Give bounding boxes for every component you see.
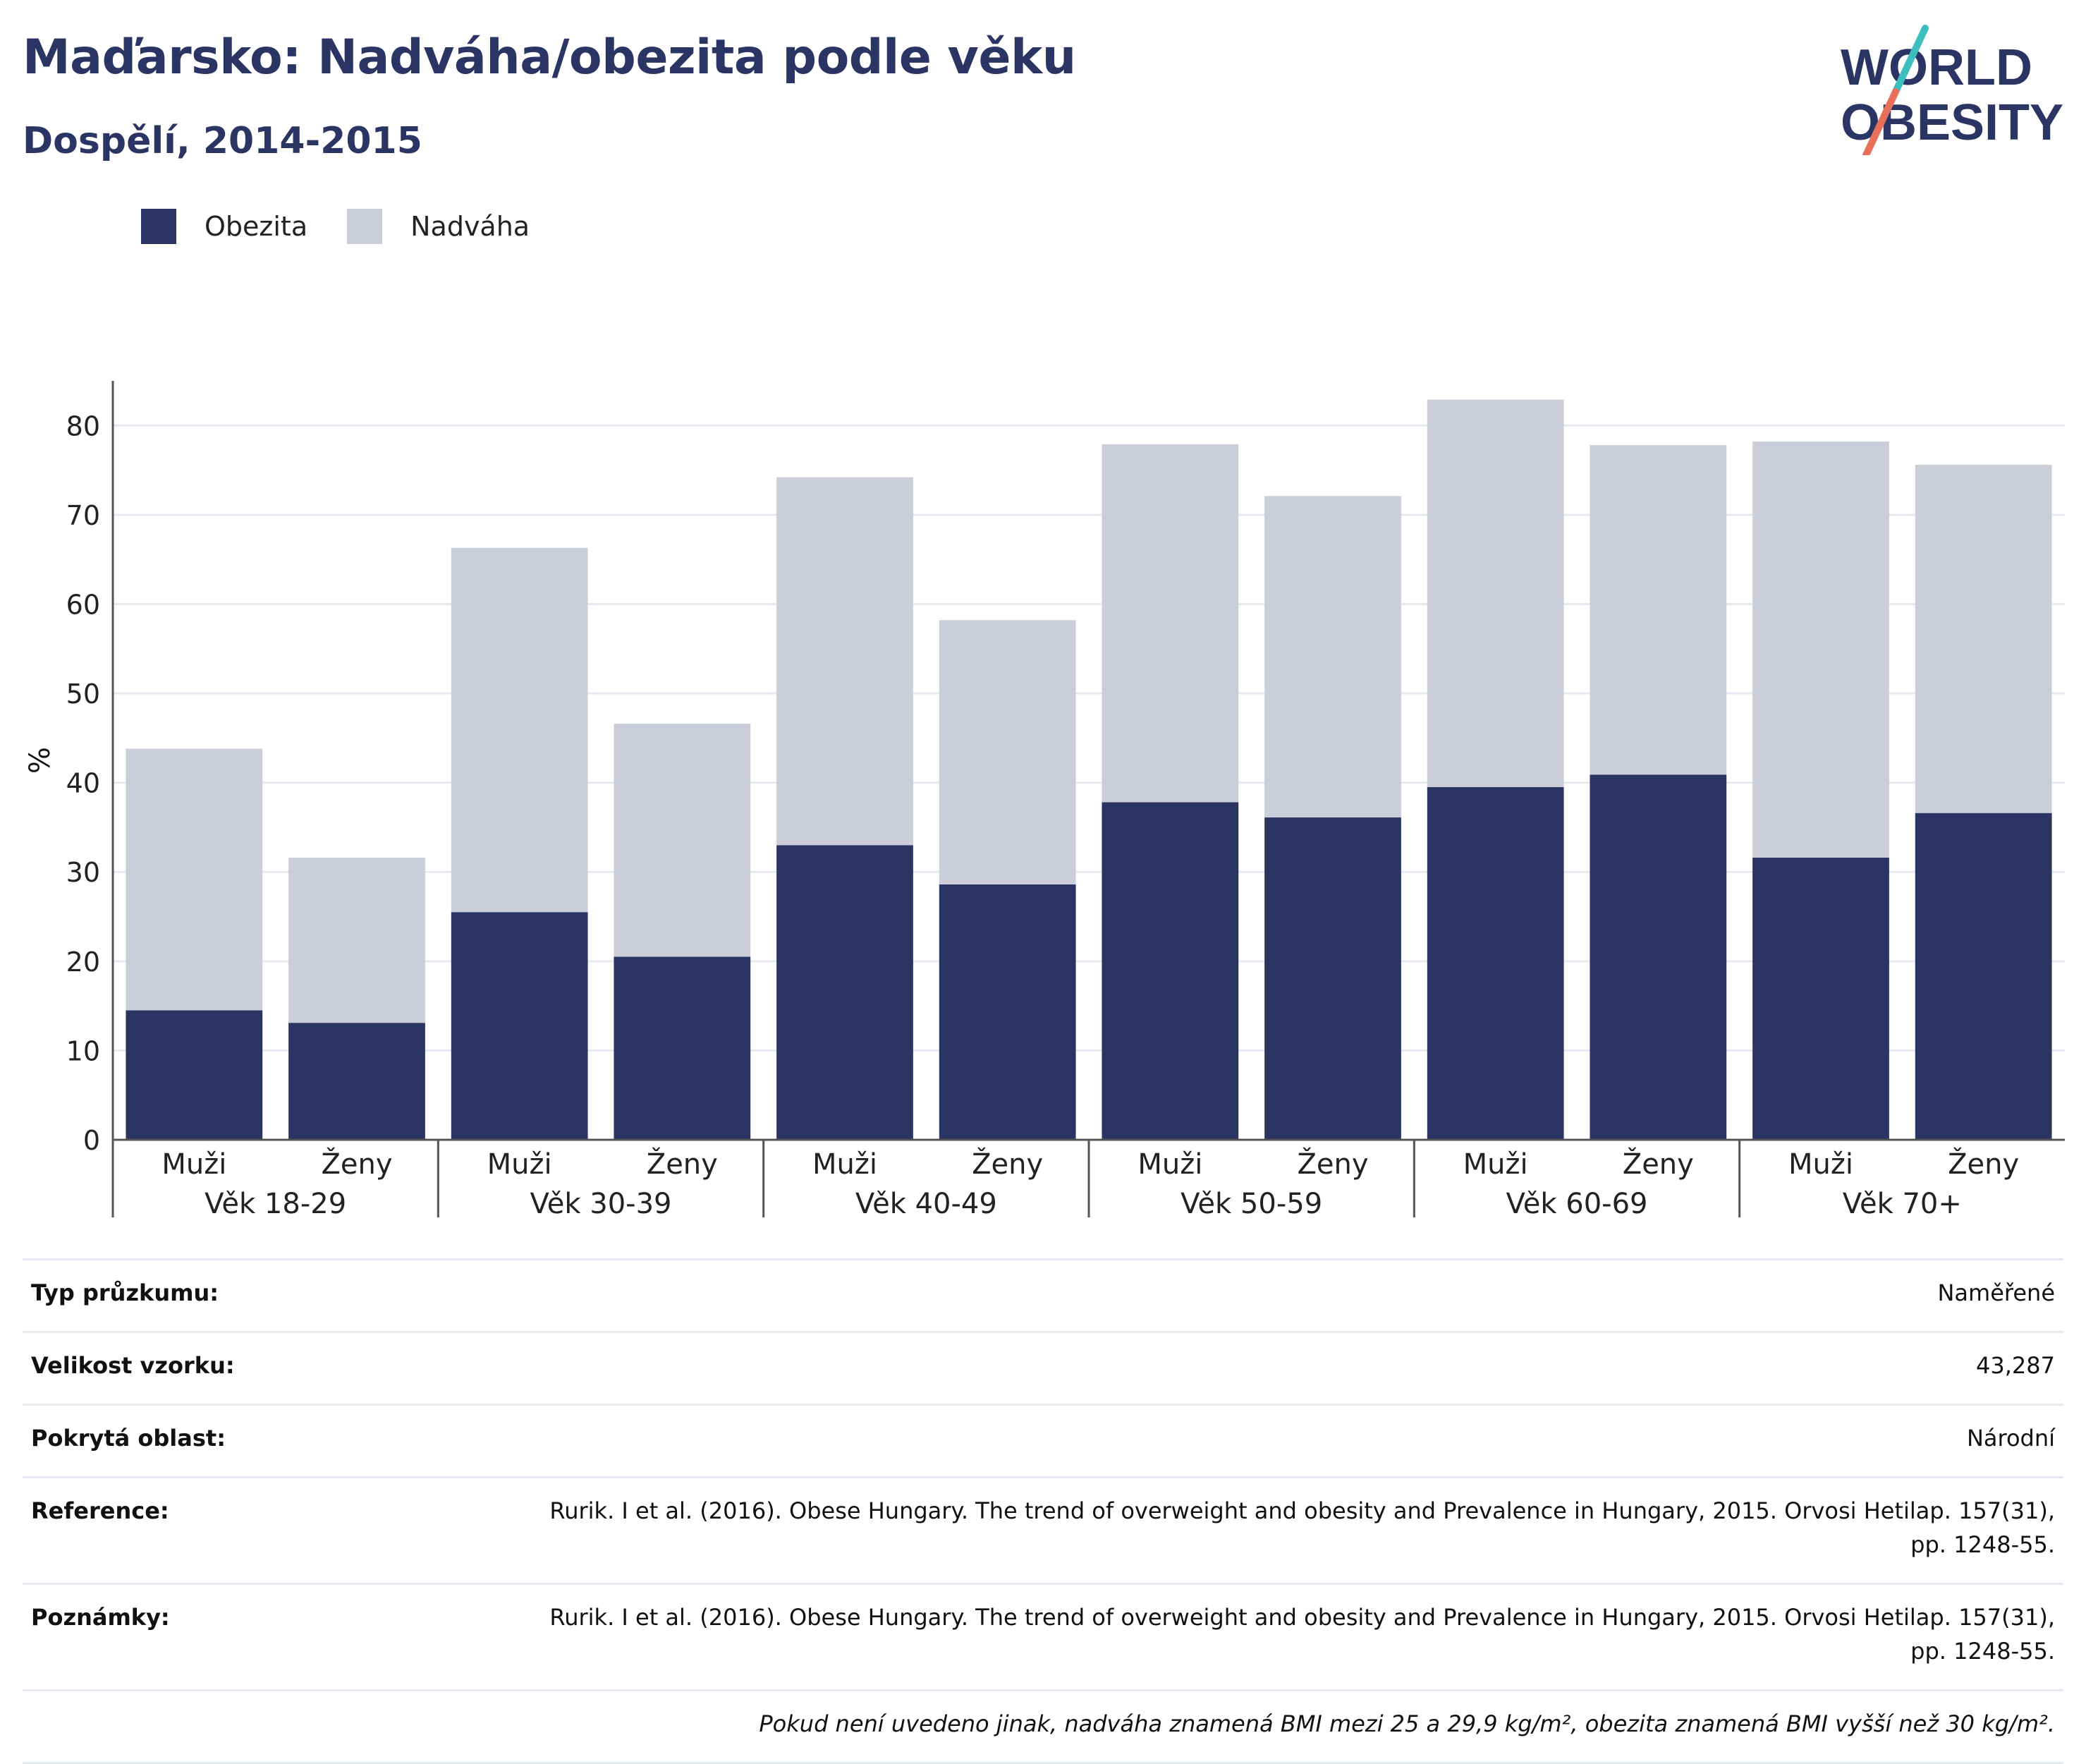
x-group-label: Věk 40-49	[855, 1188, 997, 1220]
x-subcategory-label: Muži	[161, 1148, 226, 1181]
y-tick-label: 20	[66, 947, 100, 978]
bar-nadvha	[1752, 442, 1889, 858]
info-value: Naměřené	[505, 1258, 2063, 1332]
bar-obezita	[939, 884, 1076, 1140]
bar-nadvha	[776, 477, 913, 846]
info-row-sample-size: Velikost vzorku: 43,287	[23, 1331, 2063, 1405]
y-tick-label: 70	[66, 500, 100, 531]
info-label: Pokrytá oblast:	[23, 1404, 505, 1478]
bar-nadvha	[614, 724, 751, 957]
info-row-notes: Poznámky: Rurik. I et al. (2016). Obese …	[23, 1583, 2063, 1691]
x-subcategory-label: Ženy	[647, 1147, 718, 1181]
legend-swatch-obezita	[141, 209, 176, 244]
info-value: Národní	[505, 1404, 2063, 1478]
x-subcategory-label: Muži	[1463, 1148, 1528, 1181]
y-tick-label: 60	[66, 589, 100, 620]
bar-obezita	[1102, 802, 1239, 1140]
chart-subtitle: Dospělí, 2014-2015	[23, 120, 422, 162]
bar-nadvha	[1427, 399, 1564, 787]
bmi-footnote: Pokud není uvedeno jinak, nadváha znamen…	[23, 1689, 2063, 1764]
bar-nadvha	[939, 620, 1076, 884]
bar-obezita	[1427, 786, 1564, 1140]
bar-nadvha	[126, 748, 263, 1011]
bar-obezita	[614, 956, 751, 1140]
info-row-survey-type: Typ průzkumu: Naměřené	[23, 1258, 2063, 1332]
info-value: Rurik. I et al. (2016). Obese Hungary. T…	[505, 1583, 2063, 1691]
legend-label-obezita: Obezita	[205, 211, 308, 242]
info-row-reference: Reference: Rurik. I et al. (2016). Obese…	[23, 1476, 2063, 1584]
bar-nadvha	[1264, 496, 1401, 818]
legend-item-nadvaha: Nadváha	[347, 209, 530, 244]
world-obesity-logo: WORLD OBESITY	[1841, 25, 2063, 155]
bar-obezita	[1752, 857, 1889, 1140]
y-axis-label: %	[24, 747, 56, 774]
y-tick-label: 30	[66, 857, 100, 888]
bar-nadvha	[1915, 464, 2052, 813]
info-label: Velikost vzorku:	[23, 1331, 505, 1405]
chart-title: Maďarsko: Nadváha/obezita podle věku	[23, 30, 1076, 85]
bar-nadvha	[288, 857, 425, 1023]
x-subcategory-label: Muži	[487, 1148, 552, 1181]
bar-obezita	[1590, 774, 1727, 1140]
x-group-label: Věk 30-39	[530, 1188, 672, 1220]
info-label: Typ průzkumu:	[23, 1258, 505, 1332]
x-group-label: Věk 50-59	[1181, 1188, 1322, 1220]
info-label: Poznámky:	[23, 1583, 505, 1691]
y-tick-label: 0	[83, 1125, 100, 1156]
bar-nadvha	[1590, 445, 1727, 775]
bar-nadvha	[1102, 444, 1239, 803]
bar-obezita	[776, 845, 913, 1140]
x-group-label: Věk 70+	[1843, 1188, 1962, 1220]
bar-nadvha	[451, 547, 588, 913]
x-subcategory-label: Ženy	[1623, 1147, 1694, 1181]
y-tick-label: 80	[66, 410, 100, 442]
x-subcategory-label: Ženy	[1297, 1147, 1368, 1181]
x-subcategory-label: Ženy	[1948, 1147, 2019, 1181]
info-row-area-covered: Pokrytá oblast: Národní	[23, 1404, 2063, 1478]
legend-label-nadvaha: Nadváha	[410, 211, 530, 242]
info-label: Reference:	[23, 1476, 505, 1584]
y-tick-label: 40	[66, 768, 100, 799]
stacked-bar-chart: 0 10 20 30 40 50 60 70 80% Muži Ženy Věk 18-29 Muži Ž…	[24, 381, 2065, 1220]
bar-obezita	[1264, 817, 1401, 1140]
x-subcategory-label: Muži	[812, 1148, 877, 1181]
legend-swatch-nadvaha	[347, 209, 383, 244]
survey-info-table: Typ průzkumu: Naměřené Velikost vzorku: …	[23, 1258, 2063, 1764]
y-tick-label: 10	[66, 1035, 100, 1066]
x-subcategory-label: Ženy	[321, 1147, 392, 1181]
logo-slash-top	[1892, 25, 1929, 95]
chart-legend: Obezita Nadváha	[141, 209, 569, 244]
bar-obezita	[1915, 813, 2052, 1140]
x-subcategory-label: Muži	[1788, 1148, 1853, 1181]
x-group-label: Věk 18-29	[205, 1188, 346, 1220]
x-group-label: Věk 60-69	[1506, 1188, 1648, 1220]
logo-slash-bottom	[1862, 88, 1899, 155]
y-tick-label: 50	[66, 679, 100, 710]
bar-obezita	[126, 1010, 263, 1140]
bar-obezita	[288, 1023, 425, 1140]
bar-obezita	[451, 912, 588, 1140]
info-value: Rurik. I et al. (2016). Obese Hungary. T…	[505, 1476, 2063, 1584]
legend-item-obezita: Obezita	[141, 209, 307, 244]
x-subcategory-label: Muži	[1137, 1148, 1202, 1181]
info-value: 43,287	[505, 1331, 2063, 1405]
logo-line-1: WORLD	[1841, 39, 2032, 96]
x-subcategory-label: Ženy	[972, 1147, 1043, 1181]
info-row-footnote: Pokud není uvedeno jinak, nadváha znamen…	[23, 1689, 2063, 1764]
